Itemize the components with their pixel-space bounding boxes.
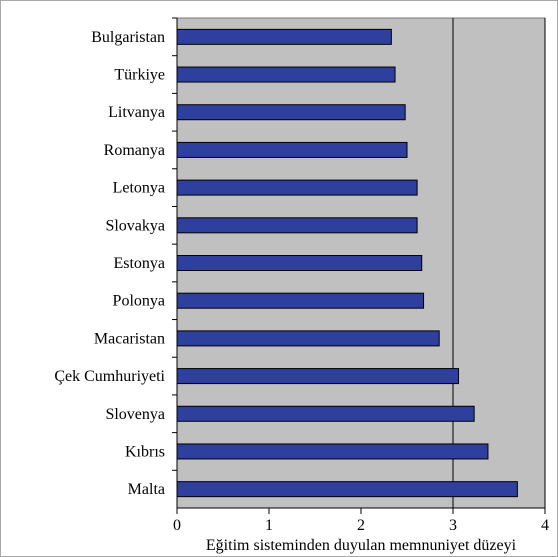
bar [176, 481, 518, 498]
category-label: Romanya [104, 142, 165, 159]
category-label: Türkiye [114, 67, 165, 84]
category-label: Kıbrıs [125, 443, 165, 460]
bar [176, 28, 392, 45]
category-label: Polonya [113, 293, 165, 310]
x-tick-label: 2 [357, 517, 365, 534]
bar [176, 368, 460, 385]
category-label: Slovenya [105, 406, 165, 423]
category-label: Letonya [113, 180, 165, 197]
bar [176, 179, 418, 196]
category-label: Slovakya [105, 217, 165, 234]
bar [176, 292, 425, 309]
category-label: Litvanya [108, 104, 165, 121]
bar [176, 330, 440, 347]
x-tick-label: 1 [265, 517, 273, 534]
bars [176, 28, 518, 498]
bar [176, 405, 475, 422]
bar [176, 141, 408, 158]
category-label: Estonya [113, 255, 165, 272]
bar [176, 255, 423, 271]
x-tick-label: 0 [173, 517, 181, 534]
category-label: Bulgaristan [91, 29, 165, 46]
category-labels: Bulgaristan Türkiye Litvanya Romanya Letonya… [54, 17, 177, 498]
gridlines [452, 18, 546, 508]
x-axis-title: Eğitim sisteminden duyulan memnuniyet dü… [206, 537, 517, 554]
x-tick-label: 3 [449, 517, 457, 534]
bar [176, 217, 418, 234]
category-label: Malta [128, 481, 165, 498]
x-tick-label: 4 [541, 517, 549, 534]
category-label: Çek Cumhuriyeti [54, 368, 165, 385]
bar [176, 66, 396, 83]
bar [176, 104, 406, 121]
x-axis: 0 1 2 3 4 [173, 18, 549, 534]
category-label: Macaristan [94, 330, 165, 347]
bar [176, 443, 489, 460]
